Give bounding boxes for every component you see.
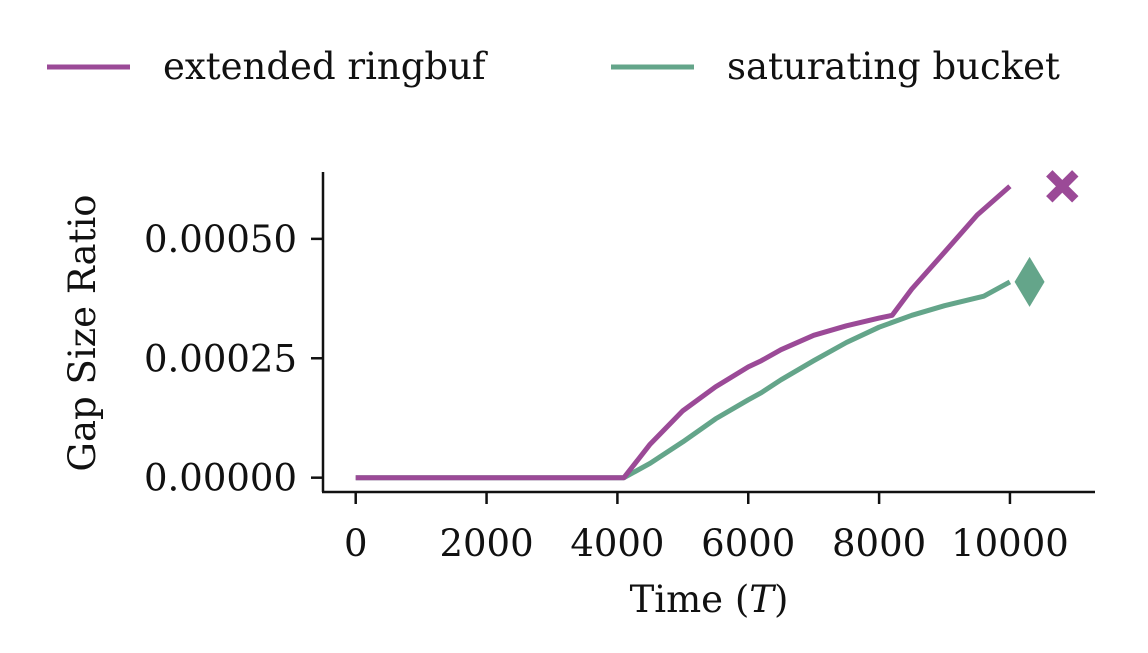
x-tick-label: 4000 [570,522,664,565]
legend: extended ringbuf saturating bucket [47,45,1060,88]
series-line-extended-ringbuf [355,184,1012,481]
y-tick-label: 0.00000 [144,457,297,500]
series-marker-extended-ringbuf [1046,170,1079,203]
legend-label-saturating-bucket: saturating bucket [727,45,1060,88]
x-tick-label: 2000 [439,522,533,565]
x-tick-label: 0 [344,522,368,565]
y-axis-label: Gap Size Ratio [61,194,104,471]
legend-entry-saturating-bucket: saturating bucket [611,45,1060,88]
y-tick-label: 0.00025 [144,337,297,380]
x-tick-label: 10000 [951,522,1069,565]
x-axis-label: Time (T) [630,578,789,621]
x-axis-ticks: 0 2000 4000 6000 8000 10000 [344,492,1069,565]
x-tick-label: 8000 [832,522,926,565]
y-tick-label: 0.00050 [144,218,297,261]
y-axis-ticks: 0.00000 0.00025 0.00050 [144,218,323,500]
series-line-saturating-bucket [355,279,1012,481]
legend-entry-extended-ringbuf: extended ringbuf [47,45,488,88]
series-layer [355,170,1079,481]
x-tick-label: 6000 [701,522,795,565]
legend-label-extended-ringbuf: extended ringbuf [163,45,488,88]
series-marker-saturating-bucket [1014,256,1045,307]
